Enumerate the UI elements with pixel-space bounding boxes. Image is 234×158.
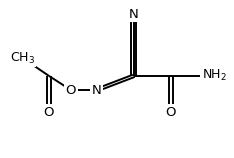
- Text: NH$_2$: NH$_2$: [202, 68, 227, 83]
- Text: O: O: [166, 106, 176, 119]
- Text: CH$_3$: CH$_3$: [10, 51, 35, 66]
- Text: N: N: [92, 84, 101, 97]
- Text: N: N: [129, 8, 139, 21]
- Text: O: O: [44, 106, 54, 119]
- Text: O: O: [66, 84, 76, 97]
